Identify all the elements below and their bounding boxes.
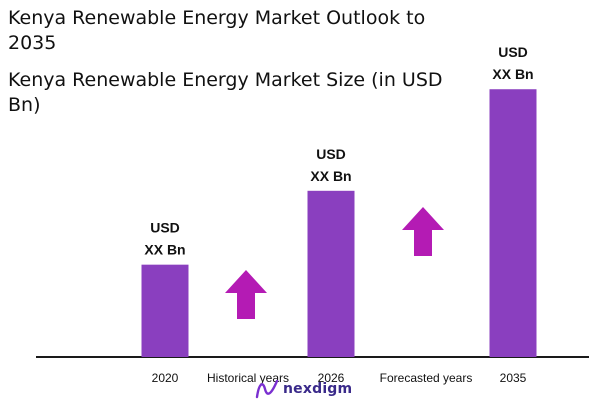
nexdigm-logo-icon	[255, 379, 279, 399]
bar-label-line1: USD	[316, 146, 346, 162]
bar-label-line1: USD	[498, 44, 528, 60]
period-label: Forecasted years	[380, 371, 473, 385]
growth-arrow-forecast-icon	[402, 207, 444, 256]
x-tick-label: 2026	[318, 371, 345, 385]
bar-label-line2: XX Bn	[144, 242, 185, 258]
logo-text: nexdigm	[283, 381, 353, 397]
bar-label-line2: XX Bn	[492, 66, 533, 82]
bar-2026	[307, 190, 355, 357]
bar-label-line1: USD	[150, 220, 180, 236]
period-label: Historical years	[207, 371, 289, 385]
x-tick-label: 2035	[500, 371, 527, 385]
growth-arrow-historical-icon	[225, 270, 267, 319]
chart-subtitle: Kenya Renewable Energy Market Size (in U…	[8, 69, 443, 116]
bar-2035	[489, 89, 537, 357]
chart-title: Kenya Renewable Energy Market Outlook to…	[8, 7, 426, 54]
bar-2020	[141, 264, 189, 357]
x-tick-label: 2020	[152, 371, 179, 385]
bar-label-line2: XX Bn	[310, 168, 351, 184]
nexdigm-logo: nexdigm	[255, 378, 352, 400]
